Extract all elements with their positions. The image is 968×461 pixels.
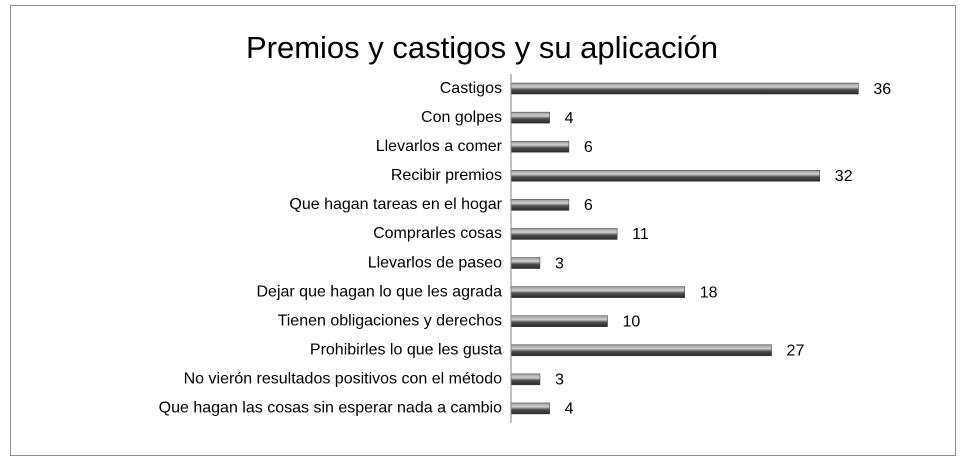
y-tick-label: Recibir premios — [391, 167, 502, 184]
bar — [510, 199, 570, 211]
data-label: 3 — [555, 255, 564, 272]
y-tick-label: No vierón resultados positivos con el mé… — [184, 371, 502, 388]
bar — [510, 111, 550, 124]
data-label: 27 — [787, 343, 805, 360]
bar — [510, 228, 618, 240]
bar — [510, 315, 608, 327]
data-label: 11 — [632, 226, 649, 243]
chart-title: Premios y castigos y su aplicación — [246, 30, 718, 65]
y-tick-label: Dejar que hagan lo que les agrada — [256, 283, 502, 300]
data-label: 10 — [623, 313, 641, 330]
bar — [510, 170, 821, 182]
data-label: 36 — [873, 81, 891, 98]
data-label: 4 — [565, 110, 574, 127]
bar — [510, 286, 685, 298]
chart-frame — [10, 5, 956, 456]
y-tick-label: Llevarlos de paseo — [368, 254, 502, 271]
data-label: 18 — [700, 284, 718, 301]
bar — [510, 82, 859, 95]
y-tick-label: Prohibirles lo que les gusta — [310, 342, 502, 359]
bar — [510, 257, 541, 269]
data-label: 32 — [835, 168, 853, 185]
y-tick-label: Tienen obligaciones y derechos — [278, 312, 502, 329]
data-label: 6 — [584, 197, 593, 214]
y-tick-label: Que hagan las cosas sin esperar nada a c… — [159, 400, 502, 417]
bar — [510, 402, 550, 415]
data-label: 4 — [565, 401, 574, 418]
bar — [510, 140, 570, 153]
data-label: 6 — [584, 139, 593, 156]
y-tick-label: Comprarles cosas — [373, 225, 502, 242]
y-tick-label: Que hagan tareas en el hogar — [289, 196, 502, 213]
y-tick-label: Con golpes — [421, 109, 502, 126]
y-tick-label: Llevarlos a comer — [376, 138, 503, 155]
data-label: 3 — [555, 372, 564, 389]
y-tick-label: Castigos — [440, 80, 502, 97]
bar — [510, 344, 772, 357]
bar — [510, 373, 541, 386]
